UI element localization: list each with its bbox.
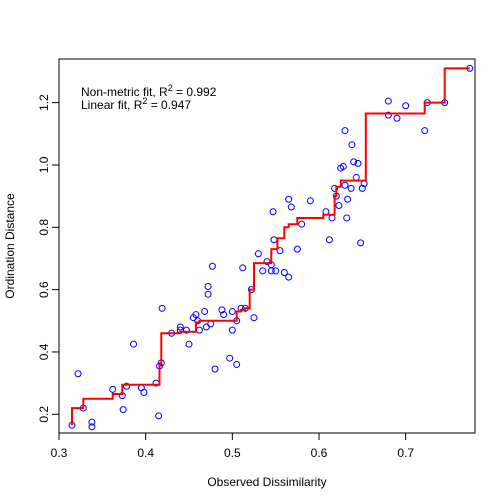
data-point [293, 245, 301, 253]
data-point [74, 370, 82, 378]
data-point [328, 214, 336, 222]
data-point [350, 158, 358, 166]
data-point [357, 239, 365, 247]
x-axis: 0.3 0.4 0.5 0.6 0.7 [51, 432, 414, 460]
data-point [88, 418, 96, 426]
fit-annotation: Non-metric fit, R2 = 0.992 [81, 83, 217, 99]
data-point [280, 268, 288, 276]
x-tick-label: 0.6 [311, 446, 328, 460]
data-point [130, 340, 138, 348]
data-point [109, 385, 117, 393]
data-point [259, 267, 267, 275]
data-point [207, 320, 215, 328]
data-point [347, 184, 355, 192]
data-point [306, 197, 314, 205]
data-point [393, 114, 401, 122]
data-point [233, 360, 241, 368]
data-point [140, 388, 148, 396]
data-point [343, 214, 351, 222]
data-point [195, 326, 203, 334]
y-tick-label: 0.8 [37, 219, 51, 236]
data-point [402, 102, 410, 110]
data-point [192, 311, 200, 319]
data-point [298, 220, 306, 228]
data-point [158, 304, 166, 312]
data-point [220, 311, 228, 319]
plot-frame [58, 58, 476, 434]
data-point [239, 264, 247, 272]
data-point [88, 423, 96, 431]
y-tick-label: 1.0 [37, 156, 51, 173]
y-axis-title: Ordination Distance [3, 193, 17, 299]
y-tick-label: 0.6 [37, 281, 51, 298]
data-point [202, 323, 210, 331]
x-tick-label: 0.4 [137, 446, 154, 460]
fit-annotation: Linear fit, R2 = 0.947 [81, 96, 191, 112]
data-point [123, 382, 131, 390]
x-tick-label: 0.3 [51, 446, 68, 460]
data-point [228, 307, 236, 315]
data-point [201, 307, 209, 315]
data-point [335, 201, 343, 209]
data-point [119, 406, 127, 414]
data-point [285, 195, 293, 203]
data-point [208, 262, 216, 270]
data-point [421, 127, 429, 135]
data-point [358, 184, 366, 192]
data-point [204, 290, 212, 298]
x-tick-label: 0.7 [397, 446, 414, 460]
x-axis-title: Observed Dissimilarity [207, 475, 326, 489]
data-point [182, 326, 190, 334]
data-point [185, 340, 193, 348]
data-point [176, 323, 184, 331]
x-tick-label: 0.5 [224, 446, 241, 460]
y-axis: 0.2 0.4 0.6 0.8 1.0 1.2 [37, 94, 60, 423]
data-point [218, 306, 226, 314]
fit-line-group [71, 67, 470, 426]
data-point [285, 273, 293, 281]
data-point [341, 127, 349, 135]
data-points [68, 64, 474, 431]
data-point [204, 283, 212, 291]
data-point [354, 159, 362, 167]
data-point [384, 111, 392, 119]
data-point [254, 250, 262, 258]
data-point [341, 181, 349, 189]
data-point [228, 326, 236, 334]
data-point [384, 97, 392, 105]
data-point [331, 184, 339, 192]
data-point [325, 236, 333, 244]
y-tick-label: 1.2 [37, 94, 51, 111]
data-point [352, 173, 360, 181]
data-point [287, 203, 295, 211]
data-point [211, 365, 219, 373]
data-point [272, 267, 280, 275]
data-point [155, 412, 163, 420]
data-point [344, 195, 352, 203]
data-point [269, 208, 277, 216]
data-point [250, 314, 258, 322]
y-tick-label: 0.2 [37, 406, 51, 423]
data-point [348, 141, 356, 149]
non-metric-fit-line [71, 67, 470, 426]
data-point [226, 354, 234, 362]
data-point [339, 163, 347, 171]
data-point [270, 236, 278, 244]
data-point [276, 247, 284, 255]
y-tick-label: 0.4 [37, 343, 51, 360]
